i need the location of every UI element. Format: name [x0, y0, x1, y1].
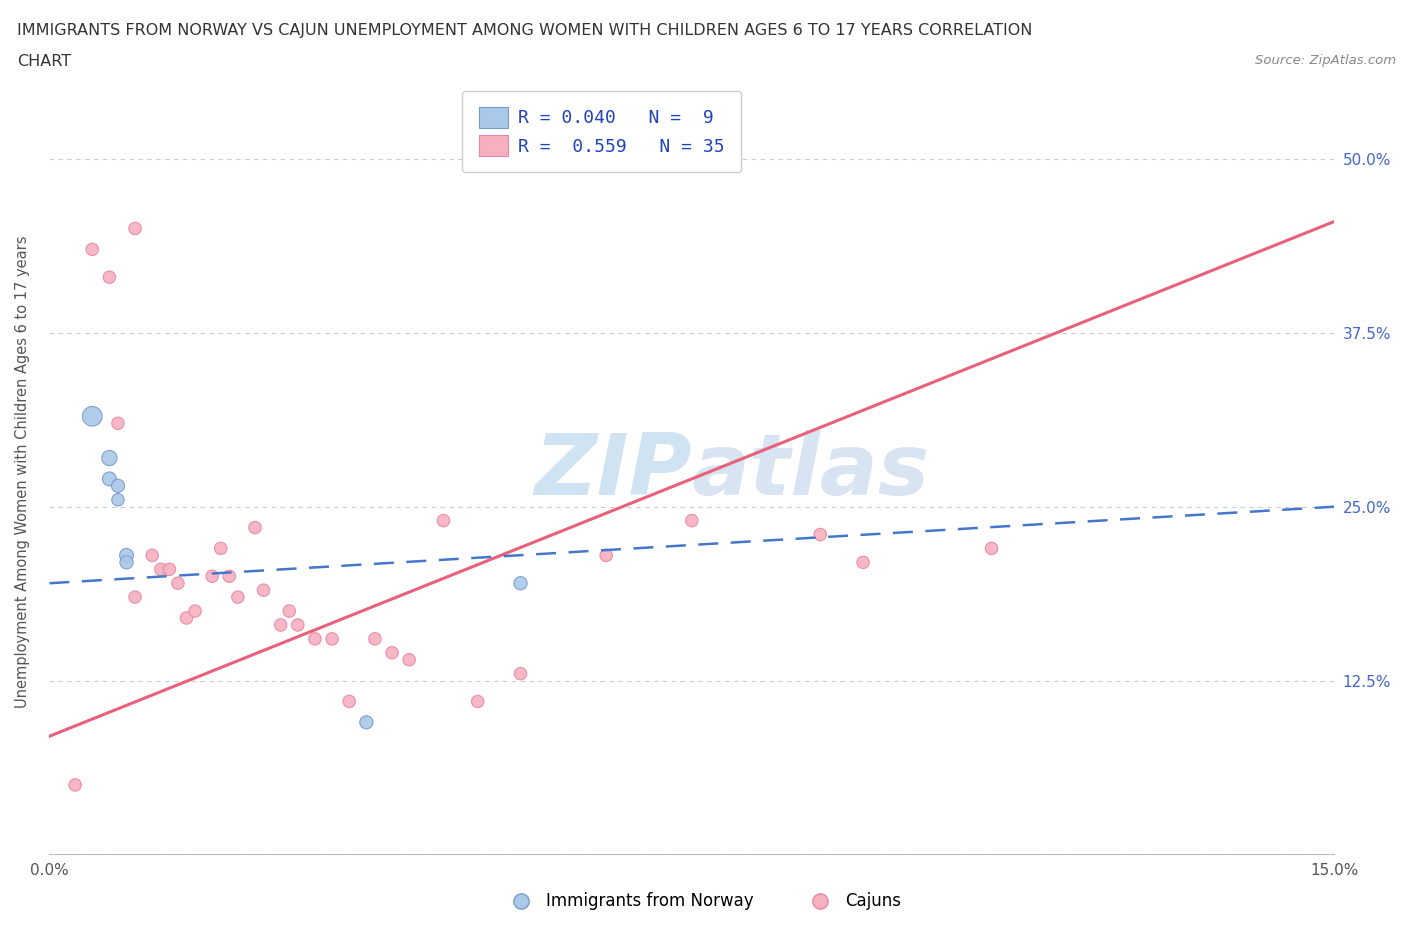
Point — [63, 777, 86, 792]
Point — [209, 541, 232, 556]
Point — [115, 555, 138, 570]
Point — [398, 652, 420, 667]
Text: ZIP: ZIP — [534, 431, 692, 513]
Point — [82, 242, 104, 257]
Point — [149, 562, 172, 577]
Point — [467, 694, 489, 709]
Point — [381, 645, 404, 660]
Point — [115, 548, 138, 563]
Text: Source: ZipAtlas.com: Source: ZipAtlas.com — [1256, 54, 1396, 67]
Point — [432, 513, 454, 528]
Point — [278, 604, 301, 618]
Point — [252, 583, 274, 598]
Point — [82, 409, 104, 424]
Point — [98, 450, 121, 465]
Point — [287, 618, 309, 632]
Point — [98, 472, 121, 486]
Point — [304, 631, 326, 646]
Point — [509, 666, 531, 681]
Point — [218, 569, 240, 584]
Point — [337, 694, 360, 709]
Point — [243, 520, 266, 535]
Point — [270, 618, 292, 632]
Legend: R = 0.040   N =  9, R =  0.559   N = 35: R = 0.040 N = 9, R = 0.559 N = 35 — [463, 91, 741, 172]
Point — [141, 548, 163, 563]
Point — [167, 576, 190, 591]
Point — [201, 569, 224, 584]
Point — [157, 562, 180, 577]
Point — [184, 604, 207, 618]
Legend: Immigrants from Norway, Cajuns: Immigrants from Norway, Cajuns — [498, 885, 908, 917]
Point — [176, 611, 198, 626]
Point — [107, 416, 129, 431]
Point — [226, 590, 249, 604]
Text: IMMIGRANTS FROM NORWAY VS CAJUN UNEMPLOYMENT AMONG WOMEN WITH CHILDREN AGES 6 TO: IMMIGRANTS FROM NORWAY VS CAJUN UNEMPLOY… — [17, 23, 1032, 38]
Point — [107, 478, 129, 493]
Point — [356, 715, 378, 730]
Point — [808, 527, 831, 542]
Point — [124, 590, 146, 604]
Text: CHART: CHART — [17, 54, 70, 69]
Point — [509, 576, 531, 591]
Point — [681, 513, 703, 528]
Point — [595, 548, 617, 563]
Point — [364, 631, 387, 646]
Y-axis label: Unemployment Among Women with Children Ages 6 to 17 years: Unemployment Among Women with Children A… — [15, 235, 30, 708]
Point — [852, 555, 875, 570]
Point — [98, 270, 121, 285]
Point — [321, 631, 343, 646]
Text: atlas: atlas — [692, 431, 929, 513]
Point — [124, 221, 146, 236]
Point — [107, 492, 129, 507]
Point — [980, 541, 1002, 556]
